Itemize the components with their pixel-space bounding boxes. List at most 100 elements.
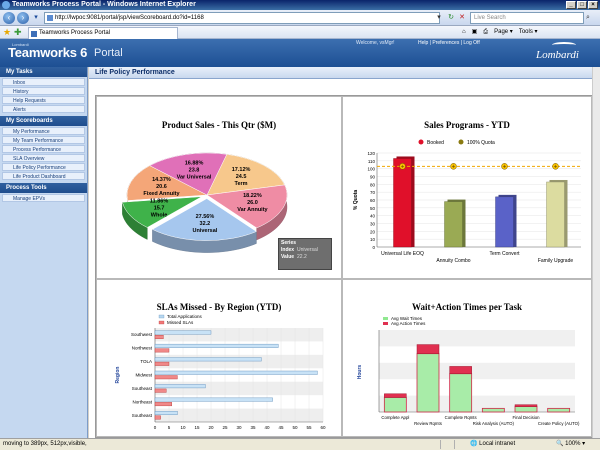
page-menu[interactable]: Page ▾ bbox=[494, 27, 513, 38]
tools-menu[interactable]: Tools ▾ bbox=[519, 27, 538, 38]
sidebar-item-alerts[interactable]: Alerts bbox=[2, 105, 85, 113]
wait-action-panel: Wait+Action Times per Task Avg Wait Time… bbox=[342, 279, 592, 437]
header-links[interactable]: Help | Preferences | Log Off bbox=[418, 40, 480, 46]
sidebar-heading-my-tasks[interactable]: My Tasks bbox=[0, 67, 87, 77]
x-tick-label: 30 bbox=[236, 425, 242, 430]
legend-total-label: Total Applications bbox=[167, 314, 203, 319]
brand-portal: Portal bbox=[94, 47, 123, 59]
x-tick-label: 45 bbox=[278, 425, 284, 430]
x-tick-label: Risk Analysis (AUTO) bbox=[473, 421, 515, 426]
refresh-icon[interactable]: ↻ bbox=[448, 14, 454, 21]
x-tick-label: 5 bbox=[168, 425, 171, 430]
bar-missed-slas bbox=[154, 375, 178, 380]
x-tick-label: Universal Life EOQ bbox=[381, 251, 424, 257]
pie-slice-term bbox=[206, 154, 286, 196]
pie-percent-label: 14.37% bbox=[152, 177, 171, 183]
bar bbox=[393, 158, 412, 248]
sidebar-item-life-policy-performance[interactable]: Life Policy Performance bbox=[2, 163, 85, 171]
y-tick-label: Northwest bbox=[132, 346, 153, 351]
bar-missed-slas bbox=[154, 402, 172, 407]
sidebar-item-manage-epvs[interactable]: Manage EPVs bbox=[2, 194, 85, 202]
bar-total-applications bbox=[154, 411, 178, 415]
y-tick-label: 100 bbox=[367, 167, 375, 172]
sidebar-item-process-performance[interactable]: Process Performance bbox=[2, 145, 85, 153]
bar bbox=[495, 196, 514, 248]
sidebar: My Tasks Inbox History Help Requests Ale… bbox=[0, 67, 88, 438]
pie-category-label: Universal bbox=[193, 228, 218, 234]
x-tick-label: Complete Appl bbox=[381, 415, 409, 420]
sidebar-heading-process-tools[interactable]: Process Tools bbox=[0, 183, 87, 193]
window-title: Teamworks Process Portal - Windows Inter… bbox=[12, 1, 196, 8]
address-input[interactable]: http://lwpoc:9081/portal/jsp/viewScorebo… bbox=[44, 12, 440, 24]
status-text: moving to 389px, 512px,visible, bbox=[3, 441, 87, 447]
stop-icon[interactable]: ✕ bbox=[459, 14, 465, 21]
legend-wait-label: Avg Wait Times bbox=[391, 316, 423, 321]
window-titlebar: Teamworks Process Portal - Windows Inter… bbox=[0, 0, 600, 10]
bar-wait-time bbox=[383, 397, 407, 413]
history-dropdown-icon[interactable]: ▾ bbox=[34, 14, 38, 21]
tooltip-title: Series bbox=[281, 240, 297, 246]
bar-total-applications bbox=[154, 330, 212, 335]
bar bbox=[444, 201, 463, 248]
bar-wait-time bbox=[481, 407, 505, 413]
favorites-star-icon[interactable]: ★ bbox=[3, 27, 12, 37]
pie-percent-label: 17.12% bbox=[232, 167, 251, 173]
address-dropdown-icon[interactable]: ▾ bbox=[437, 14, 441, 21]
y-tick-label: 10 bbox=[370, 237, 376, 242]
pie-category-label: Var Universal bbox=[177, 175, 212, 181]
status-zoom[interactable]: 🔍 100% ▾ bbox=[556, 441, 586, 447]
maximize-button[interactable]: □ bbox=[577, 1, 587, 9]
tools-menu-label: Tools bbox=[518, 29, 533, 35]
sidebar-heading-my-scoreboards[interactable]: My Scoreboards bbox=[0, 116, 87, 126]
sidebar-group-my-scoreboards: My Scoreboards My Performance My Team Pe… bbox=[0, 116, 87, 180]
bar-action-time bbox=[449, 366, 472, 374]
lombardi-logo-icon bbox=[552, 42, 576, 48]
y-tick-label: 20 bbox=[370, 229, 376, 234]
address-toolbar: ‹ › ▾ http://lwpoc:9081/portal/jsp/viewS… bbox=[0, 10, 600, 26]
x-tick-label: Family Upgrade bbox=[538, 258, 574, 264]
pie-category-label: Whole bbox=[151, 212, 168, 218]
page-icon bbox=[47, 15, 53, 21]
sidebar-item-inbox[interactable]: Inbox bbox=[2, 78, 85, 86]
row-band bbox=[379, 395, 575, 412]
back-button[interactable]: ‹ bbox=[3, 12, 15, 24]
close-button[interactable]: × bbox=[588, 1, 598, 9]
pie-slice-var-annuity bbox=[206, 184, 288, 229]
add-favorites-icon[interactable]: ✚ bbox=[14, 27, 22, 37]
lombardi-logo: Lombardi bbox=[536, 49, 579, 61]
forward-button[interactable]: › bbox=[17, 12, 29, 24]
feeds-icon[interactable]: ▣ bbox=[471, 29, 478, 35]
y-axis-label: Hours bbox=[357, 365, 363, 380]
sidebar-item-my-performance[interactable]: My Performance bbox=[2, 127, 85, 135]
sidebar-item-life-product-dashboard[interactable]: Life Product Dashboard bbox=[2, 172, 85, 180]
x-tick-label: 0 bbox=[154, 425, 157, 430]
legend-quota-label: 100% Quota bbox=[467, 140, 495, 146]
print-icon[interactable]: ⎙ bbox=[483, 29, 489, 35]
tab-teamworks-portal[interactable]: Teamworks Process Portal bbox=[28, 27, 178, 39]
sidebar-item-sla-overview[interactable]: SLA Overview bbox=[2, 154, 85, 162]
bar-missed-slas bbox=[154, 361, 170, 366]
pie-category-label: Fixed Annuity bbox=[143, 191, 180, 197]
vertical-scrollbar[interactable] bbox=[592, 67, 600, 438]
x-tick-label: 25 bbox=[222, 425, 228, 430]
bar-missed-slas bbox=[154, 348, 170, 353]
sidebar-item-my-team-performance[interactable]: My Team Performance bbox=[2, 136, 85, 144]
x-tick-label: 20 bbox=[208, 425, 214, 430]
search-input[interactable]: Live Search bbox=[470, 12, 584, 24]
pie-slice-whole bbox=[122, 196, 202, 228]
minimize-button[interactable]: _ bbox=[566, 1, 576, 9]
tooltip-index-label: Index bbox=[281, 247, 295, 253]
sidebar-item-history[interactable]: History bbox=[2, 87, 85, 95]
sidebar-item-help-requests[interactable]: Help Requests bbox=[2, 96, 85, 104]
y-tick-label: 40 bbox=[370, 214, 376, 219]
bar-action-time bbox=[514, 404, 538, 407]
address-value: http://lwpoc:9081/portal/jsp/viewScorebo… bbox=[55, 15, 204, 21]
pie-value-label: 20.6 bbox=[156, 184, 167, 190]
tooltip-index-value: Universal bbox=[297, 247, 318, 253]
quota-marker-cross: + bbox=[401, 164, 405, 170]
tooltip-value-label: Value bbox=[281, 254, 295, 260]
search-icon[interactable]: ⌕ bbox=[586, 14, 590, 21]
home-icon[interactable]: ⌂ bbox=[462, 29, 466, 35]
x-tick-label: 60 bbox=[320, 425, 326, 430]
